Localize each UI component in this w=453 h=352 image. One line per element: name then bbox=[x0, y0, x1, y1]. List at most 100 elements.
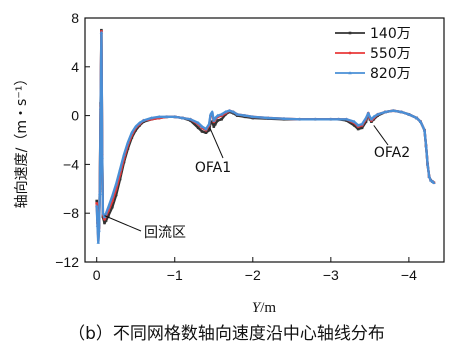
legend-label: 550万 bbox=[370, 46, 411, 62]
annotation-recirculation: 回流区 bbox=[144, 225, 186, 241]
data-point bbox=[97, 228, 101, 232]
data-point bbox=[207, 128, 211, 132]
data-point bbox=[297, 117, 302, 121]
legend-label: 140万 bbox=[370, 26, 411, 42]
data-point bbox=[344, 117, 349, 121]
data-point bbox=[360, 122, 364, 126]
data-point bbox=[432, 180, 436, 184]
data-point bbox=[102, 215, 107, 219]
data-point bbox=[356, 123, 360, 127]
data-point bbox=[111, 205, 114, 209]
data-point bbox=[364, 116, 368, 120]
data-point bbox=[134, 124, 138, 128]
data-point bbox=[425, 162, 430, 166]
annotation-layer: OFA1 OFA2 回流区 bbox=[104, 125, 410, 241]
annotation-leader bbox=[104, 215, 142, 232]
data-point bbox=[107, 214, 110, 217]
data-point bbox=[137, 121, 142, 125]
y-tick-label: 4 bbox=[71, 59, 79, 75]
x-tick-label: −2 bbox=[245, 267, 261, 283]
data-point bbox=[95, 223, 100, 227]
x-tick-label: −4 bbox=[401, 267, 417, 283]
data-point bbox=[329, 117, 333, 121]
data-point bbox=[356, 127, 360, 131]
data-point bbox=[360, 126, 364, 130]
data-point bbox=[104, 219, 108, 222]
figure-caption: （b）不同网格数轴向速度沿中心轴线分布 bbox=[68, 324, 385, 344]
data-point bbox=[103, 217, 106, 221]
data-point bbox=[180, 116, 185, 120]
data-point bbox=[430, 179, 434, 183]
y-tick-label: 8 bbox=[71, 10, 79, 26]
data-point bbox=[98, 106, 103, 110]
data-point bbox=[220, 117, 223, 121]
data-point bbox=[196, 126, 200, 130]
axial-velocity-chart: OFA1 OFA2 回流区 0 −1 −2 −3 −4 8 4 0 −4 −8 −12 140万 550万… bbox=[14, 10, 445, 316]
series-layer bbox=[95, 28, 436, 244]
data-point bbox=[122, 152, 126, 156]
data-point bbox=[157, 115, 161, 119]
data-point bbox=[212, 125, 216, 128]
data-point bbox=[141, 118, 146, 122]
legend: 140万 550万 820万 bbox=[335, 26, 411, 82]
series-3 bbox=[95, 30, 436, 244]
y-axis-label: 轴向速度/（m・s⁻¹） bbox=[14, 72, 30, 209]
annotation-ofa1: OFA1 bbox=[195, 160, 231, 176]
data-point bbox=[422, 128, 427, 132]
legend-marker bbox=[348, 31, 352, 35]
data-point bbox=[110, 194, 115, 198]
data-point bbox=[98, 191, 102, 195]
data-point bbox=[366, 111, 370, 115]
data-point bbox=[364, 120, 368, 123]
series-line bbox=[95, 31, 435, 244]
data-point bbox=[95, 204, 99, 208]
data-point bbox=[106, 205, 111, 209]
data-point bbox=[126, 140, 130, 144]
annotation-leader bbox=[373, 125, 389, 146]
y-tick-label: −12 bbox=[55, 254, 79, 270]
data-point bbox=[231, 110, 235, 114]
data-point bbox=[424, 144, 428, 148]
data-point bbox=[368, 115, 372, 119]
data-point bbox=[104, 211, 108, 215]
ticks-layer: 0 −1 −2 −3 −4 8 4 0 −4 −8 −12 bbox=[55, 10, 417, 283]
data-point bbox=[212, 118, 216, 122]
data-point bbox=[215, 113, 220, 117]
data-point bbox=[95, 202, 99, 205]
x-tick-label: 0 bbox=[93, 267, 101, 283]
y-tick-label: 0 bbox=[71, 108, 79, 124]
annotation-leader bbox=[209, 127, 224, 159]
data-point bbox=[223, 110, 228, 114]
data-point bbox=[204, 131, 208, 134]
data-point bbox=[114, 182, 118, 186]
data-point bbox=[251, 115, 255, 119]
legend-label: 820万 bbox=[370, 66, 411, 82]
data-point bbox=[235, 112, 239, 116]
data-point bbox=[207, 122, 211, 126]
x-tick-label: −3 bbox=[323, 267, 339, 283]
data-point bbox=[216, 119, 219, 122]
legend-marker bbox=[348, 51, 352, 55]
data-point bbox=[352, 124, 356, 127]
x-axis-label: Y/m bbox=[252, 300, 277, 316]
data-point bbox=[369, 117, 374, 121]
data-point bbox=[173, 115, 177, 119]
data-point bbox=[99, 30, 104, 34]
series-line bbox=[95, 30, 435, 242]
data-point bbox=[352, 119, 356, 123]
data-point bbox=[118, 177, 122, 181]
data-point bbox=[208, 112, 213, 116]
data-point bbox=[375, 112, 380, 116]
data-point bbox=[101, 211, 105, 215]
data-point bbox=[114, 193, 118, 197]
data-point bbox=[188, 117, 193, 121]
data-point bbox=[383, 110, 388, 114]
data-point bbox=[196, 121, 200, 125]
data-point bbox=[200, 130, 204, 133]
data-point bbox=[219, 112, 224, 116]
data-point bbox=[227, 108, 232, 113]
data-point bbox=[414, 116, 419, 120]
data-point bbox=[213, 116, 218, 120]
data-point bbox=[282, 116, 286, 120]
data-point bbox=[391, 108, 395, 113]
